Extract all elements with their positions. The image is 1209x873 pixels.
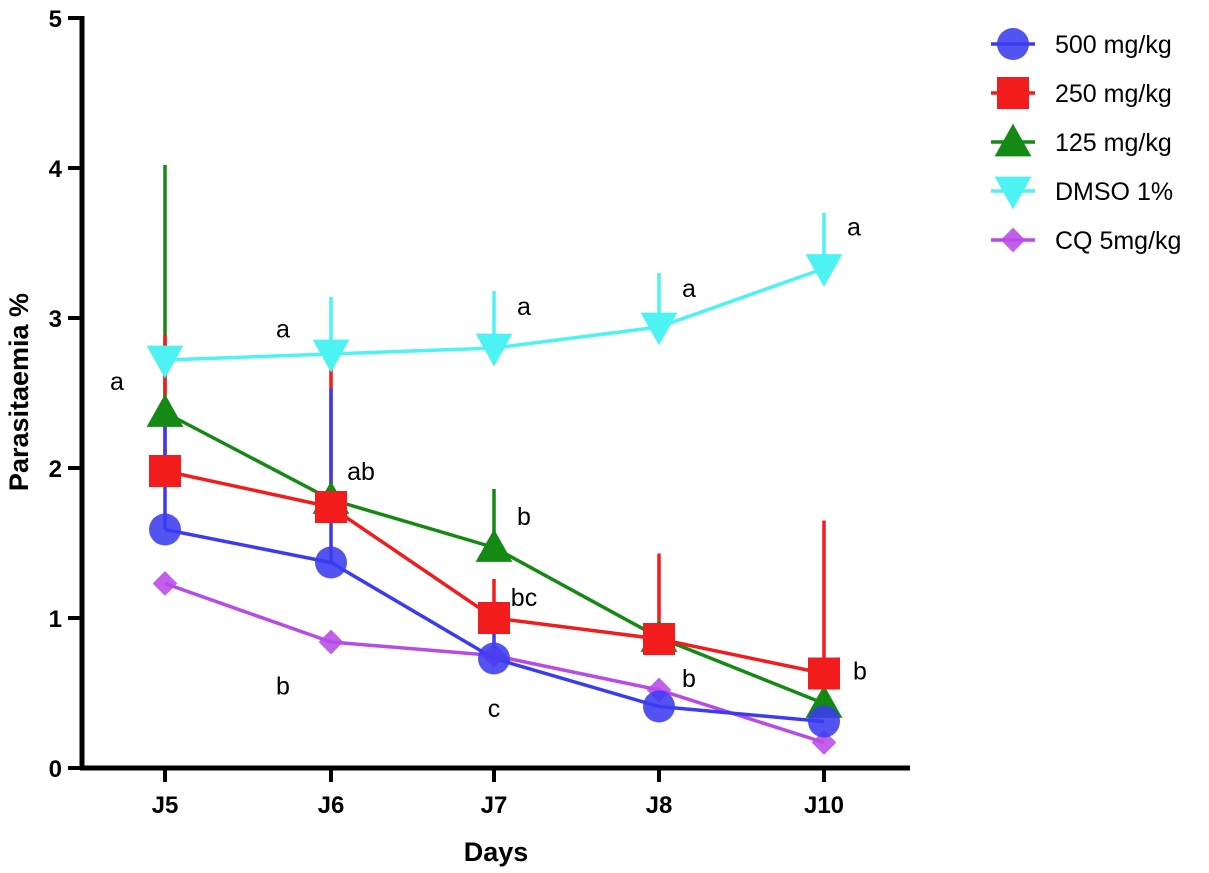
- x-ticks-layer: J5 J6 J7 J8 J10: [152, 768, 844, 819]
- legend-item-500-mg-kg: 500 mg/kg: [991, 28, 1172, 60]
- data-point-dmso-1: [475, 333, 513, 367]
- legend-marker-dmso-1: [994, 176, 1032, 210]
- significance-letter: c: [488, 695, 501, 723]
- data-point-500-mg-kg: [315, 546, 347, 579]
- significance-letter: b: [276, 673, 290, 701]
- significance-letter: a: [517, 293, 531, 321]
- data-point-250-mg-kg: [315, 491, 347, 523]
- legend-item-dmso-1: DMSO 1%: [991, 176, 1173, 210]
- y-ticks-layer: 0 1 2 3 4 5: [49, 6, 82, 783]
- data-point-cq-5mg-kg: [811, 730, 837, 755]
- data-point-dmso-1: [312, 339, 350, 373]
- data-point-dmso-1: [146, 345, 184, 379]
- data-point-500-mg-kg: [808, 705, 840, 738]
- legend-item-250-mg-kg: 250 mg/kg: [991, 77, 1172, 109]
- significance-letter: bc: [511, 584, 537, 612]
- data-point-250-mg-kg: [149, 455, 181, 487]
- legend-item-125-mg-kg: 125 mg/kg: [991, 123, 1172, 157]
- significance-letter: a: [682, 275, 696, 303]
- data-point-cq-5mg-kg: [318, 629, 344, 655]
- data-point-125-mg-kg: [146, 394, 184, 427]
- significance-letter: a: [110, 368, 124, 396]
- data-point-250-mg-kg: [478, 602, 510, 634]
- legend-label-125-mg-kg: 125 mg/kg: [1055, 129, 1172, 157]
- y-tick-label: 3: [49, 306, 62, 333]
- legend-marker-cq-5mg-kg: [1000, 227, 1026, 253]
- significance-letter: a: [847, 214, 861, 242]
- y-tick-label: 1: [49, 606, 62, 633]
- data-point-500-mg-kg: [478, 642, 510, 675]
- markers-layer: [146, 254, 843, 755]
- x-tick-label: J10: [804, 792, 844, 819]
- data-point-dmso-1: [805, 254, 843, 287]
- x-tick-label: J7: [481, 792, 508, 819]
- legend-item-cq-5mg-kg: CQ 5mg/kg: [991, 227, 1181, 255]
- significance-letter: b: [682, 665, 696, 693]
- x-tick-label: J6: [318, 792, 345, 819]
- error-bars-layer: [163, 165, 826, 674]
- data-point-125-mg-kg: [475, 529, 513, 562]
- x-tick-label: J8: [646, 792, 673, 819]
- significance-letter: a: [276, 316, 290, 344]
- significance-letter: b: [853, 658, 867, 686]
- legend-marker-125-mg-kg: [994, 123, 1032, 157]
- data-point-500-mg-kg: [149, 513, 181, 546]
- legend: 500 mg/kg 250 mg/kg 125 mg/kg DMSO 1% CQ 5mg…: [991, 28, 1181, 255]
- x-tick-label: J5: [152, 792, 179, 819]
- legend-marker-250-mg-kg: [997, 77, 1029, 109]
- y-tick-label: 5: [49, 6, 62, 33]
- legend-label-250-mg-kg: 250 mg/kg: [1055, 80, 1172, 108]
- data-point-cq-5mg-kg: [152, 571, 178, 596]
- legend-label-cq-5mg-kg: CQ 5mg/kg: [1055, 227, 1181, 255]
- data-point-500-mg-kg: [643, 690, 675, 723]
- significance-letter: b: [517, 503, 531, 531]
- y-tick-label: 4: [49, 156, 63, 183]
- data-point-250-mg-kg: [808, 657, 840, 690]
- legend-label-dmso-1: DMSO 1%: [1055, 178, 1173, 206]
- y-tick-label: 0: [49, 756, 62, 783]
- data-point-250-mg-kg: [643, 623, 675, 655]
- legend-marker-500-mg-kg: [997, 28, 1029, 60]
- x-axis-title: Days: [464, 837, 529, 867]
- significance-letter: ab: [347, 458, 375, 486]
- legend-label-500-mg-kg: 500 mg/kg: [1055, 31, 1172, 59]
- y-tick-label: 2: [49, 456, 62, 483]
- y-axis-title: Parasitaemia %: [4, 293, 34, 491]
- data-point-dmso-1: [640, 312, 678, 346]
